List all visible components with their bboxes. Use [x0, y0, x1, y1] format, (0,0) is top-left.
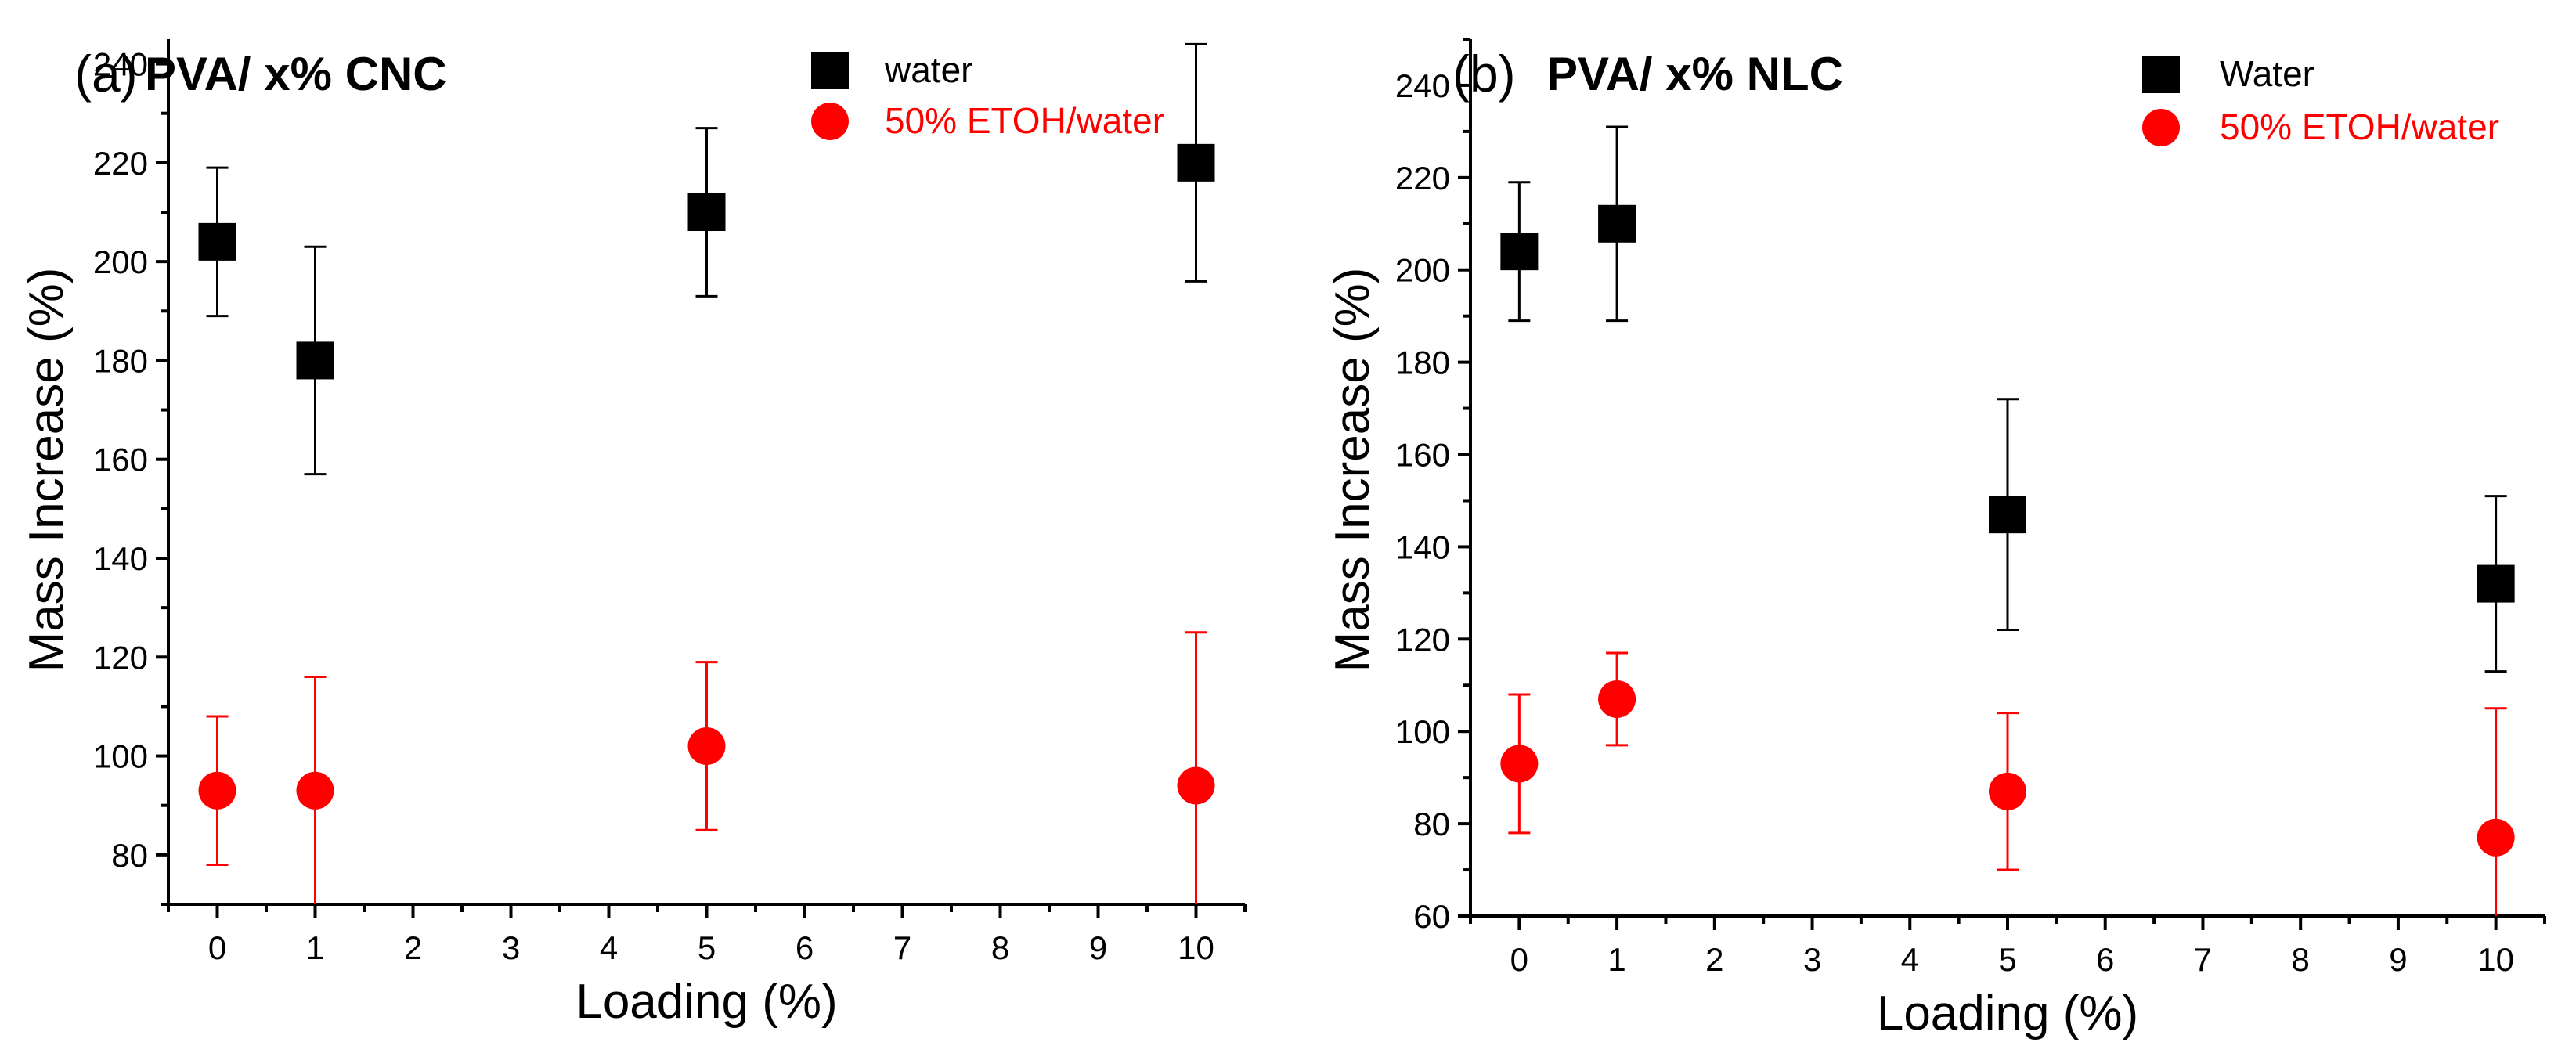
y-tick-label: 100 [1395, 713, 1450, 750]
legend-label: 50% ETOH/water [885, 100, 1164, 141]
x-tick-label: 4 [600, 929, 618, 966]
x-tick-label: 7 [893, 929, 911, 966]
panel-label: (a) [74, 45, 138, 103]
data-point-square [2477, 564, 2515, 603]
y-tick-label: 160 [1395, 437, 1450, 474]
y-tick-label: 200 [93, 243, 148, 280]
x-tick-label: 9 [2389, 941, 2407, 978]
chart-title: PVA/ x% CNC [145, 48, 447, 100]
data-point-square [1598, 204, 1636, 243]
x-axis-title: Loading (%) [575, 975, 837, 1029]
y-axis-title: Mass Increase (%) [1326, 268, 1380, 673]
x-tick-label: 1 [1607, 941, 1625, 978]
x-tick-label: 3 [502, 929, 520, 966]
data-point-square [198, 222, 236, 261]
data-point-square [1177, 143, 1215, 182]
y-tick-label: 220 [93, 145, 148, 182]
y-tick-label: 180 [93, 342, 148, 379]
y-tick-label: 80 [111, 837, 148, 874]
y-tick-label: 240 [93, 46, 148, 83]
y-tick-label: 140 [1395, 528, 1450, 565]
data-point-circle [1177, 766, 1215, 805]
data-point-circle [296, 771, 334, 810]
data-point-circle [2477, 818, 2515, 857]
x-tick-label: 8 [2292, 941, 2310, 978]
y-axis-title: Mass Increase (%) [20, 268, 74, 673]
y-tick-label: 80 [1413, 806, 1450, 842]
y-tick-label: 180 [1395, 344, 1450, 381]
x-tick-label: 10 [2477, 941, 2514, 978]
panel-label: (b) [1452, 45, 1516, 103]
y-tick-label: 60 [1413, 898, 1450, 935]
y-tick-label: 140 [93, 540, 148, 577]
x-tick-label: 6 [796, 929, 814, 966]
x-tick-label: 5 [698, 929, 716, 966]
x-tick-label: 8 [991, 929, 1009, 966]
x-tick-label: 10 [1178, 929, 1214, 966]
legend-marker-circle [2142, 109, 2180, 146]
x-tick-label: 5 [1998, 941, 2016, 978]
data-point-circle [1989, 772, 2026, 810]
legend-marker-square [811, 52, 849, 89]
chart-title: PVA/ x% NLC [1546, 48, 1843, 100]
data-point-circle [687, 727, 726, 765]
y-tick-label: 240 [1395, 67, 1450, 104]
x-tick-label: 2 [404, 929, 422, 966]
panel-b-chart: 60 80 100 120 140 160 180 200 220 240 0 1 2 3 4 5 6 7 8 9 10… [1326, 38, 2546, 1041]
legend-label: water [884, 49, 972, 90]
data-point-circle [198, 771, 236, 810]
data-point-square [1500, 233, 1539, 271]
legend-label: Water [2220, 53, 2314, 94]
x-tick-label: 3 [1803, 941, 1821, 978]
data-point-square [1989, 496, 2026, 534]
x-tick-label: 9 [1089, 929, 1107, 966]
data-point-circle [1500, 745, 1539, 783]
y-tick-label: 220 [1395, 160, 1450, 197]
data-point-circle [1598, 680, 1636, 718]
y-tick-label: 120 [93, 639, 148, 676]
x-tick-label: 4 [1901, 941, 1919, 978]
x-tick-label: 0 [1510, 941, 1528, 978]
legend-label: 50% ETOH/water [2220, 106, 2499, 147]
data-point-square [687, 193, 726, 231]
y-tick-label: 100 [93, 738, 148, 775]
y-tick-label: 120 [1395, 621, 1450, 658]
legend-marker-circle [811, 103, 849, 140]
x-tick-label: 1 [306, 929, 324, 966]
y-tick-label: 160 [93, 442, 148, 478]
x-tick-label: 2 [1705, 941, 1723, 978]
x-axis-title: Loading (%) [1877, 986, 2138, 1041]
x-tick-label: 7 [2194, 941, 2212, 978]
y-tick-label: 200 [1395, 252, 1450, 289]
data-point-square [296, 341, 334, 380]
legend-marker-square [2142, 56, 2180, 93]
panel-a-chart: 80 100 120 140 160 180 200 220 240 0 1 2 3 4 5 6 7 8 9 10 Lo… [20, 39, 1247, 1029]
x-tick-label: 6 [2096, 941, 2114, 978]
x-tick-label: 0 [208, 929, 226, 966]
